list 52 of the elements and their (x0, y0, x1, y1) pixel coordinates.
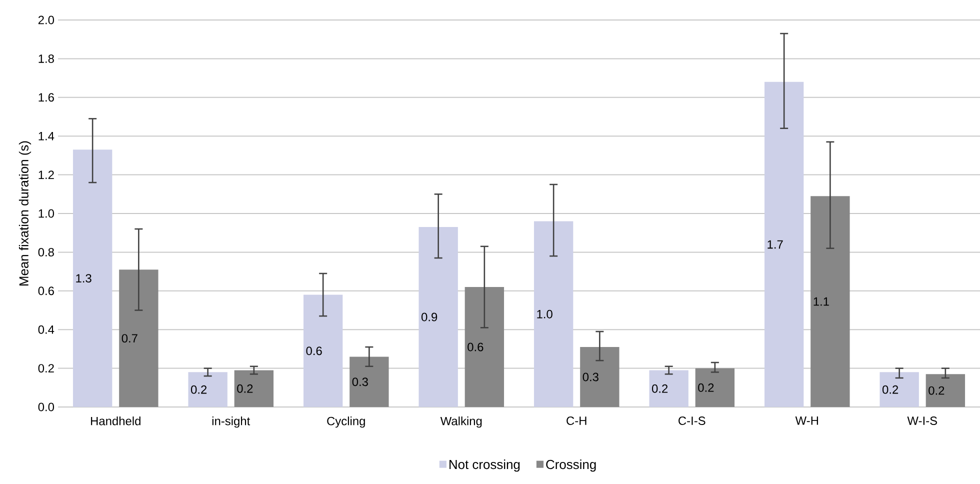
bar (303, 294, 343, 407)
bar (880, 372, 919, 407)
y-tick-label: 1.8 (38, 54, 54, 63)
y-tick-label: 1.2 (38, 170, 54, 179)
data-label: 1.0 (537, 310, 552, 318)
bar (119, 270, 158, 407)
data-label: 0.2 (237, 384, 253, 393)
bar (72, 150, 112, 407)
data-label: 0.2 (698, 383, 714, 392)
y-tick-label: 1.6 (38, 93, 54, 102)
data-label: 0.3 (352, 378, 368, 386)
y-axis-title: Mean fixation duration (s) (18, 141, 32, 286)
bar (649, 370, 688, 407)
x-tick-label: in-sight (212, 416, 250, 428)
x-tick-label: Handheld (91, 416, 140, 426)
data-label: 0.3 (582, 372, 598, 382)
bar (764, 82, 804, 407)
bar (188, 372, 228, 407)
data-label: 1.3 (76, 274, 92, 283)
x-tick-label: Walking (440, 416, 482, 428)
y-tick-label: 1.0 (38, 209, 54, 218)
y-tick-label: 0.6 (38, 286, 54, 296)
y-tick-label: 0.8 (38, 248, 54, 256)
bar (464, 287, 504, 407)
data-label: 0.6 (468, 342, 484, 352)
y-tick-label: 0.2 (38, 364, 54, 373)
data-label: 0.9 (421, 312, 438, 322)
x-tick-label: Cycling (327, 416, 365, 428)
x-tick-label: W-H (795, 416, 818, 425)
y-tick-label: 1.4 (38, 132, 54, 140)
data-label: 0.2 (882, 385, 898, 394)
data-label: 1.7 (768, 240, 783, 249)
bar (810, 196, 850, 407)
bar (234, 370, 274, 407)
bar (418, 227, 458, 407)
y-tick-label: 0.0 (38, 402, 54, 412)
bar (534, 221, 574, 407)
y-tick-label: 0.4 (38, 325, 54, 334)
x-tick-label: C-I-S (678, 416, 706, 425)
data-label: 1.1 (814, 297, 829, 306)
legend-label: Not crossing (450, 460, 520, 472)
data-label: 0.2 (652, 384, 668, 393)
legend-label: Crossing (546, 460, 596, 472)
x-tick-label: W-I-S (907, 416, 937, 425)
bar (350, 356, 389, 407)
y-tick-label: 2.0 (38, 16, 54, 24)
bar (580, 347, 620, 407)
data-label: 0.6 (306, 346, 322, 356)
data-label: 0.2 (928, 386, 944, 395)
x-tick-label: C-H (566, 416, 586, 425)
data-label: 0.2 (190, 385, 207, 394)
data-label: 0.7 (122, 334, 138, 343)
